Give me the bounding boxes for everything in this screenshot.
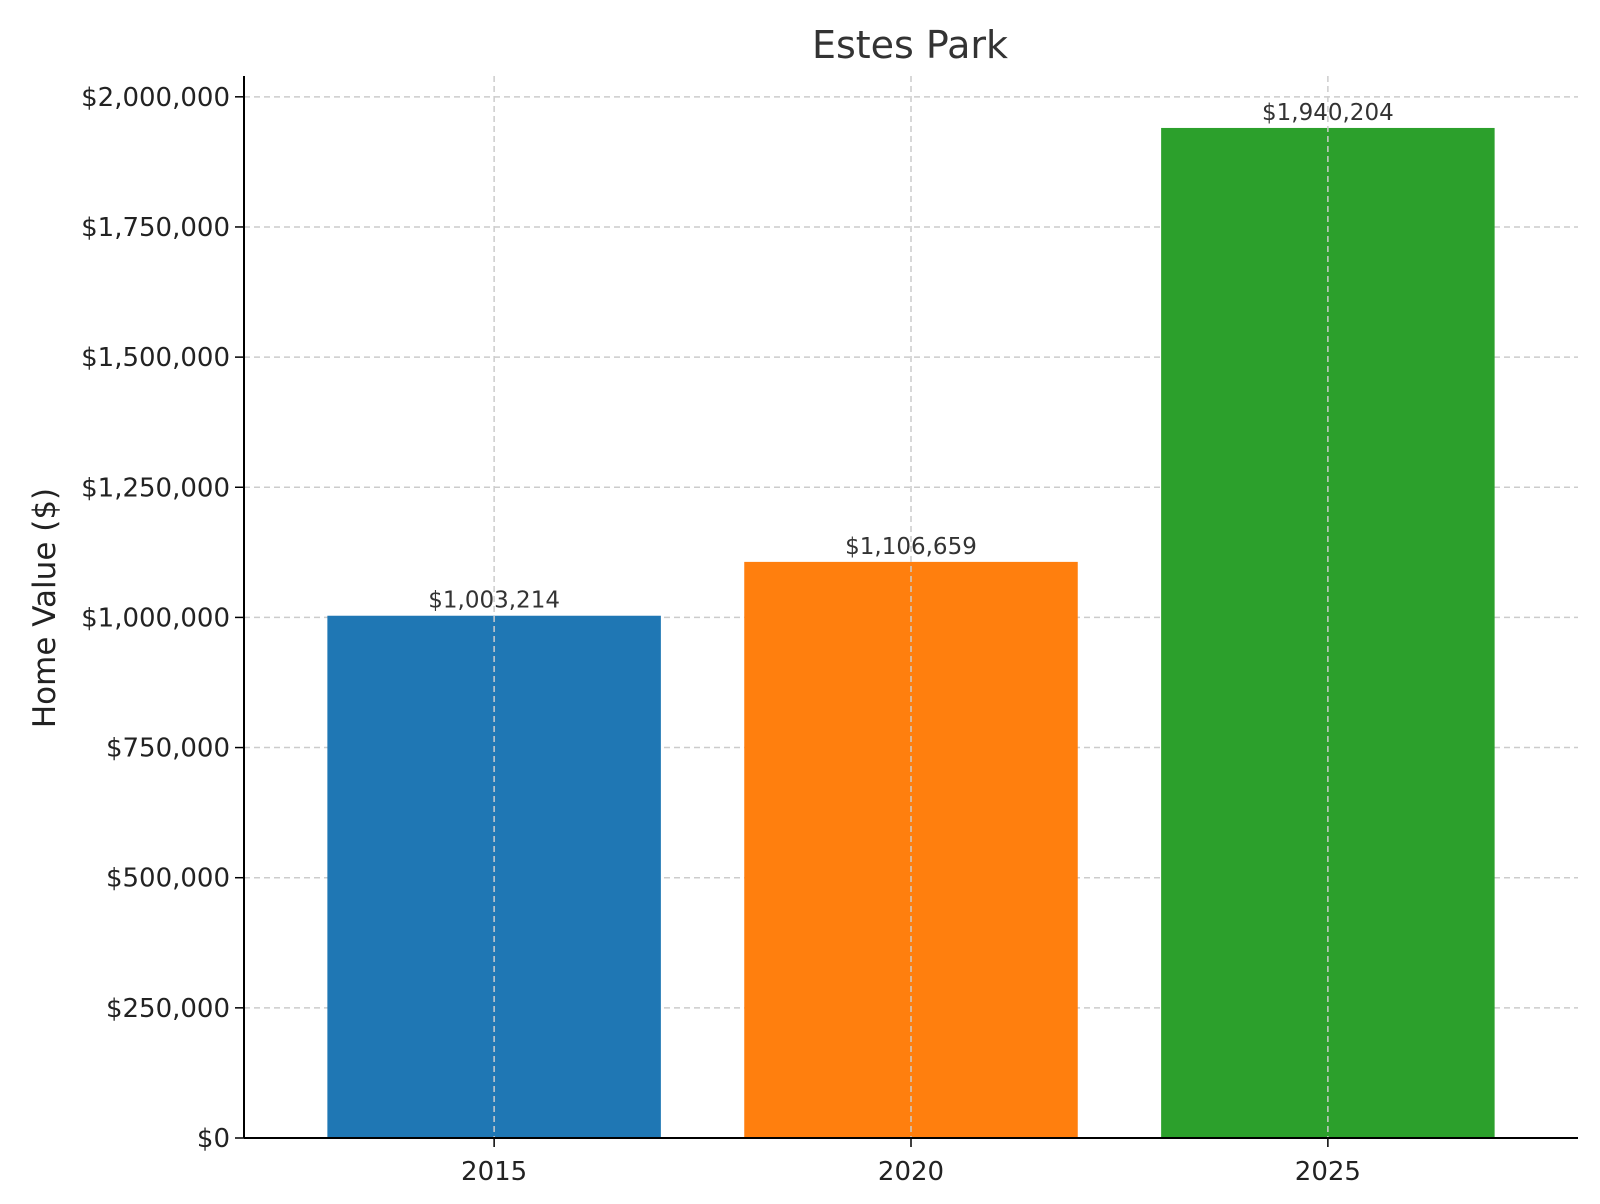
bars-layer bbox=[327, 76, 1495, 1138]
x-tick-label: 2020 bbox=[878, 1157, 944, 1187]
y-tick-label: $1,500,000 bbox=[81, 343, 230, 373]
bar-value-label: $1,003,214 bbox=[428, 588, 560, 614]
bar-value-label: $1,940,204 bbox=[1262, 100, 1394, 126]
y-tick-label: $1,000,000 bbox=[81, 603, 230, 633]
x-tick-label: 2025 bbox=[1295, 1157, 1361, 1187]
chart-title: Estes Park bbox=[812, 23, 1008, 67]
x-tick-label: 2015 bbox=[461, 1157, 527, 1187]
y-tick-label: $1,750,000 bbox=[81, 213, 230, 243]
bar-value-label: $1,106,659 bbox=[845, 534, 977, 560]
y-tick-label: $250,000 bbox=[106, 994, 230, 1024]
y-tick-label: $2,000,000 bbox=[81, 83, 230, 113]
y-tick-label: $750,000 bbox=[106, 734, 230, 764]
y-ticks: $0 $250,000 $500,000 $750,000 $1,000,000 $1,2… bbox=[81, 83, 244, 1154]
x-ticks: 2015 2020 2025 bbox=[461, 1138, 1361, 1187]
value-labels: $1,003,214 $1,106,659 $1,940,204 bbox=[428, 100, 1393, 614]
y-tick-label: $0 bbox=[197, 1124, 230, 1154]
y-tick-label: $500,000 bbox=[106, 864, 230, 894]
y-tick-label: $1,250,000 bbox=[81, 473, 230, 503]
y-axis-title: Home Value ($) bbox=[27, 488, 63, 728]
